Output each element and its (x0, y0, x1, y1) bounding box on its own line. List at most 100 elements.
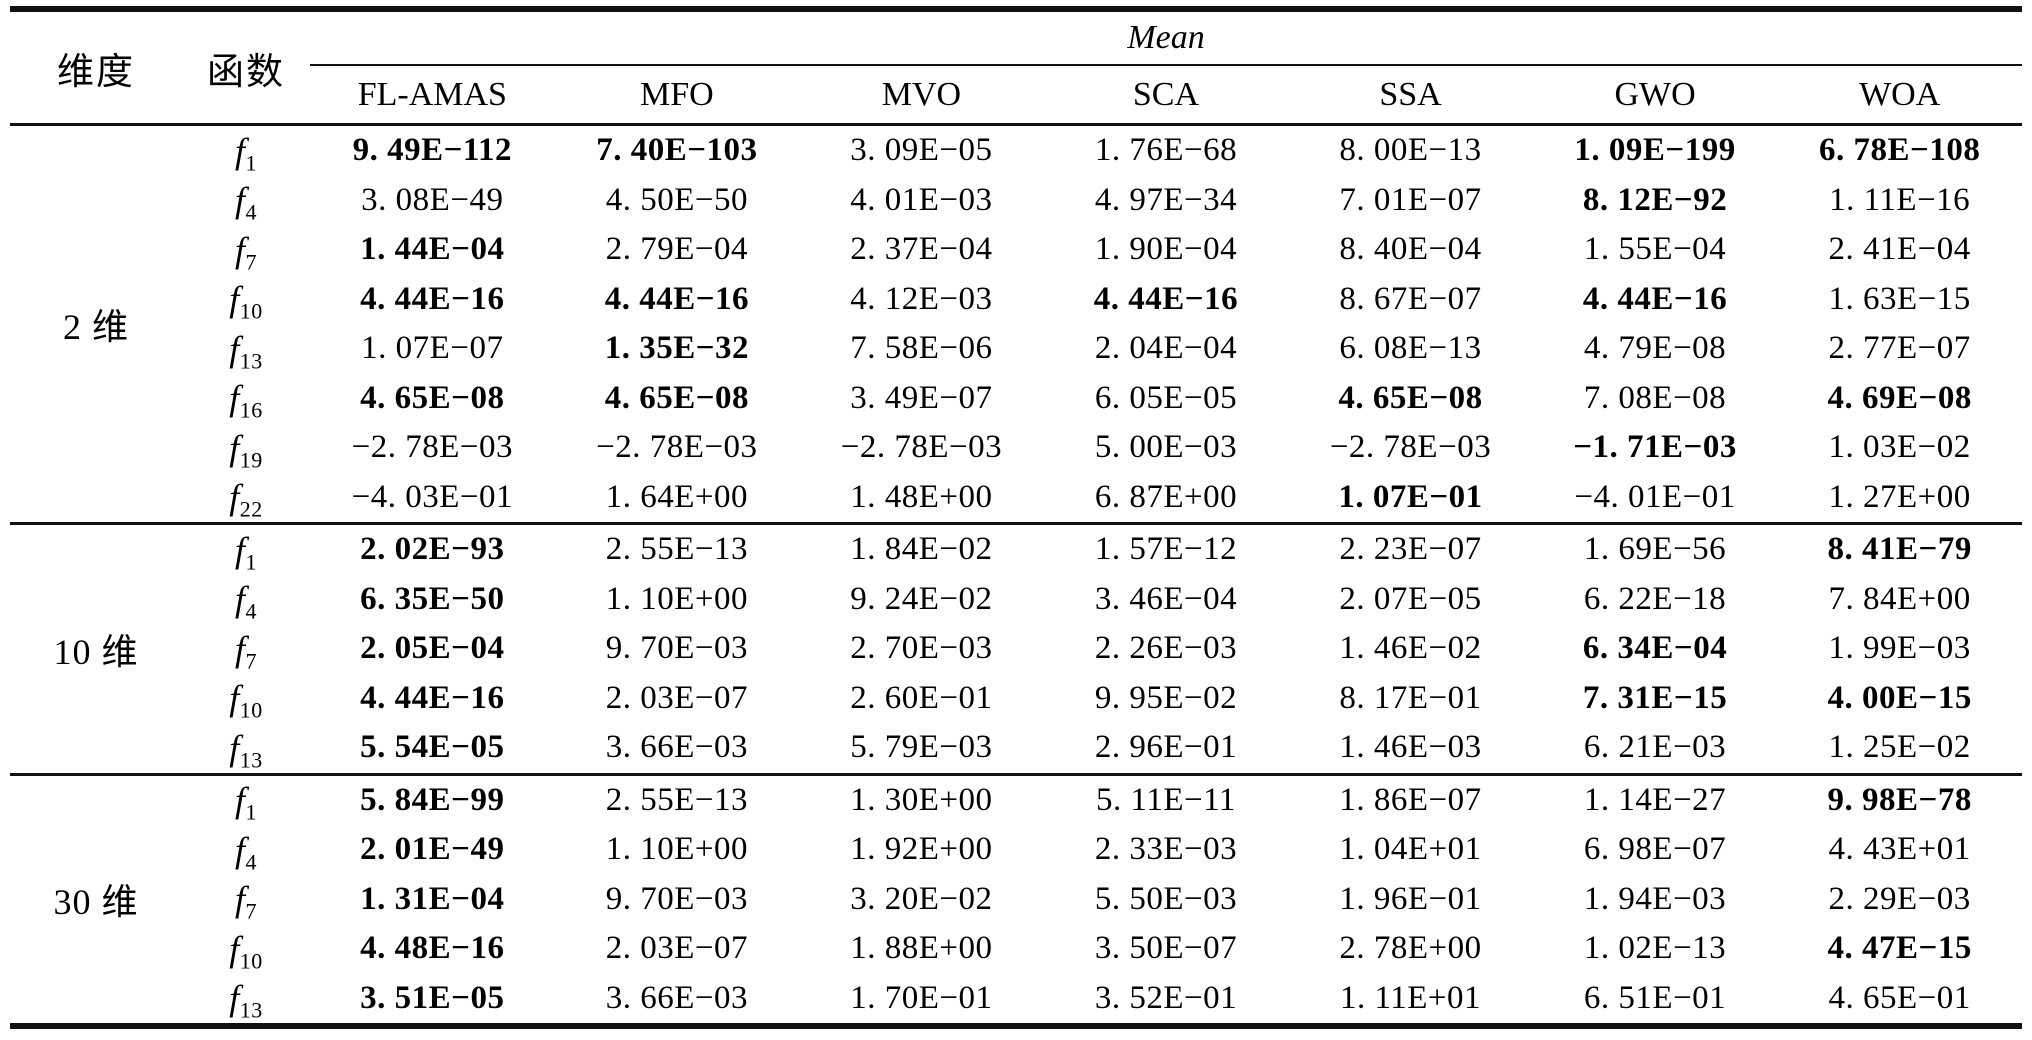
value-cell: 8. 00E−13 (1288, 123, 1533, 176)
value-cell: 9. 70E−03 (605, 880, 748, 917)
value-cell: 2. 01E−49 (360, 831, 505, 868)
value-cell: 2. 96E−01 (1094, 729, 1238, 766)
value-cell: 1. 10E+00 (605, 580, 748, 617)
value-cell: 1. 69E−56 (1532, 522, 1778, 575)
value-cell: 4. 44E−16 (360, 679, 505, 716)
value-cell: −2. 78E−03 (840, 429, 1003, 466)
value-cell: 2. 26E−03 (1094, 630, 1238, 667)
value-cell: 2. 02E−93 (310, 522, 555, 575)
value-cell: 1. 99E−03 (1828, 630, 1971, 667)
value-cell: 4. 44E−16 (1093, 280, 1239, 317)
value-cell: −2. 78E−03 (351, 429, 514, 466)
table-row: 2 维 f1 9. 49E−112 7. 40E−103 3. 09E−05 1. 76E… (10, 123, 2022, 524)
table-row: f16 4. 65E−08 4. 65E−08 3. 49E−07 6. 05E−05 4… (10, 374, 2022, 424)
value-cell: 3. 52E−01 (1094, 979, 1238, 1016)
value-cell: 1. 25E−02 (1828, 729, 1971, 766)
value-cell: 1. 57E−12 (1043, 522, 1289, 575)
value-cell: 1. 35E−32 (604, 330, 750, 367)
function-cell: f13 (229, 328, 263, 374)
value-cell: 1. 31E−04 (360, 880, 505, 917)
value-cell: 3. 49E−07 (850, 379, 993, 416)
value-cell: 1. 07E−07 (361, 330, 504, 367)
header-row-algorithms: FL-AMAS MFO MVO SCA SSA GWO WOA (10, 65, 2022, 126)
value-cell: 8. 40E−04 (1339, 231, 1482, 268)
value-cell: 1. 55E−04 (1583, 231, 1727, 268)
value-cell: 2. 60E−01 (850, 679, 993, 716)
value-cell: 2. 77E−07 (1828, 330, 1971, 367)
value-cell: 2. 33E−03 (1094, 831, 1238, 868)
dimension-cell: 10 维 (10, 522, 183, 774)
value-cell: 4. 44E−16 (1582, 280, 1728, 317)
function-cell: f16 (229, 378, 263, 423)
value-cell: 5. 84E−99 (310, 772, 555, 825)
results-table: 维度 函数 Mean FL-AMAS MFO MVO SCA SSA GWO WOA 2 维… (10, 6, 2022, 1029)
value-cell: 6. 21E−03 (1583, 729, 1727, 766)
value-cell: 1. 64E+00 (605, 478, 748, 515)
value-cell: 1. 46E−03 (1339, 729, 1482, 766)
header-row-mean: 维度 函数 Mean (10, 9, 2022, 126)
value-cell: 2. 41E−04 (1828, 231, 1971, 268)
value-cell: 4. 65E−08 (604, 379, 750, 416)
value-cell: 5. 54E−05 (360, 729, 505, 766)
function-cell: f19 (229, 427, 263, 473)
value-cell: 5. 50E−03 (1094, 880, 1238, 917)
value-cell: 7. 31E−15 (1582, 679, 1728, 716)
value-cell: 3. 46E−04 (1094, 580, 1238, 617)
value-cell: 4. 79E−08 (1583, 330, 1727, 367)
value-cell: 3. 09E−05 (799, 123, 1044, 176)
table-row: f13 3. 51E−05 3. 66E−03 1. 70E−01 3. 52E−01 1… (10, 974, 2022, 1027)
value-cell: 3. 66E−03 (605, 729, 748, 766)
value-cell: 6. 35E−50 (360, 580, 505, 617)
value-cell: 9. 49E−112 (310, 123, 555, 176)
value-cell: −1. 71E−03 (1573, 429, 1737, 466)
value-cell: 2. 55E−13 (554, 522, 800, 575)
table-row: f10 4. 48E−16 2. 03E−07 1. 88E+00 3. 50E−07 2… (10, 924, 2022, 974)
value-cell: 2. 29E−03 (1828, 880, 1971, 917)
value-cell: 9. 95E−02 (1094, 679, 1238, 716)
dimension-cell: 2 维 (10, 123, 183, 524)
value-cell: 2. 79E−04 (605, 231, 748, 268)
function-cell: f22 (229, 477, 263, 522)
value-cell: 7. 84E+00 (1828, 580, 1971, 617)
table-row: f13 1. 07E−07 1. 35E−32 7. 58E−06 2. 04E−04 6… (10, 324, 2022, 374)
function-cell: f7 (235, 628, 258, 674)
value-cell: 5. 11E−11 (1043, 772, 1289, 825)
value-cell: 4. 65E−01 (1828, 979, 1971, 1016)
value-cell: 1. 90E−04 (1094, 231, 1238, 268)
value-cell: 4. 65E−08 (1338, 379, 1483, 416)
value-cell: 1. 92E+00 (850, 831, 993, 868)
value-cell: 4. 48E−16 (360, 930, 505, 967)
value-cell: 4. 00E−15 (1827, 679, 1972, 716)
table-row: 10 维 f1 2. 02E−93 2. 55E−13 1. 84E−02 1. 57E−… (10, 522, 2022, 774)
table-row: f4 2. 01E−49 1. 10E+00 1. 92E+00 2. 33E−03 1.… (10, 825, 2022, 875)
value-cell: 6. 22E−18 (1583, 580, 1727, 617)
value-cell: 1. 88E+00 (850, 930, 993, 967)
value-cell: 9. 24E−02 (850, 580, 993, 617)
value-cell: 1. 30E+00 (799, 772, 1044, 825)
value-cell: −4. 03E−01 (351, 478, 514, 515)
value-cell: 4. 47E−15 (1827, 930, 1972, 967)
value-cell: 6. 08E−13 (1339, 330, 1482, 367)
value-cell: 3. 08E−49 (361, 181, 504, 218)
value-cell: 1. 63E−15 (1828, 280, 1971, 317)
value-cell: 8. 17E−01 (1339, 679, 1482, 716)
value-cell: 4. 69E−08 (1827, 379, 1972, 416)
value-cell: 2. 07E−05 (1339, 580, 1482, 617)
value-cell: 7. 58E−06 (850, 330, 993, 367)
table-row: f7 1. 31E−04 9. 70E−03 3. 20E−02 5. 50E−03 1.… (10, 875, 2022, 925)
value-cell: 6. 51E−01 (1583, 979, 1727, 1016)
value-cell: 7. 08E−08 (1583, 379, 1727, 416)
value-cell: 5. 79E−03 (850, 729, 993, 766)
value-cell: 7. 01E−07 (1339, 181, 1482, 218)
column-header-ssa: SSA (1288, 65, 1533, 126)
value-cell: 3. 50E−07 (1094, 930, 1238, 967)
function-cell: f7 (235, 879, 258, 924)
function-cell: f1 (182, 772, 311, 825)
value-cell: 8. 67E−07 (1339, 280, 1482, 317)
value-cell: 2. 37E−04 (850, 231, 993, 268)
function-cell: f13 (229, 978, 263, 1023)
value-cell: 2. 03E−07 (605, 679, 748, 716)
value-cell: −2. 78E−03 (1329, 429, 1492, 466)
value-cell: 1. 11E−16 (1829, 181, 1971, 218)
value-cell: 2. 23E−07 (1288, 522, 1533, 575)
